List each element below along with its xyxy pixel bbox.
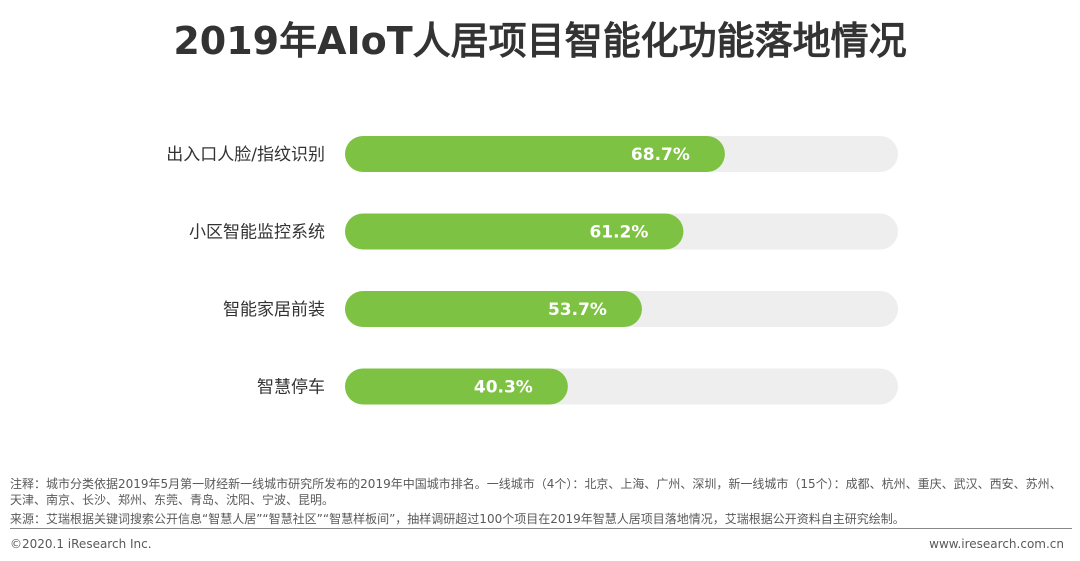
bar [345, 136, 725, 172]
data-label: 40.3% [474, 378, 533, 398]
footer-copyright: ©2020.1 iResearch Inc. [10, 537, 152, 551]
bar [345, 291, 642, 327]
chart-title: 2019年AIoT人居项目智能化功能落地情况 [173, 19, 907, 63]
category-label: 智能家居前装 [223, 300, 325, 320]
chart-note: 注释：城市分类依据2019年5月第一财经新一线城市研究所发布的2019年中国城市… [10, 477, 1062, 507]
bar [345, 368, 568, 405]
footer-divider [10, 528, 1072, 529]
footer-website[interactable]: www.iresearch.com.cn [929, 537, 1064, 551]
data-label: 61.2% [589, 223, 648, 243]
category-label: 出入口人脸/指纹识别 [166, 145, 325, 165]
bar [345, 213, 684, 250]
bar-chart: 出入口人脸/指纹识别 68.7% 小区智能监控系统 61.2% 智能家居前装 53.7% 智… [166, 136, 898, 405]
data-label: 53.7% [548, 300, 607, 320]
data-label: 68.7% [631, 145, 690, 165]
chart-source: 来源：艾瑞根据关键词搜索公开信息“智慧人居”“智慧社区”“智慧样板间”，抽样调研… [10, 512, 905, 526]
category-label: 智慧停车 [257, 378, 325, 398]
category-label: 小区智能监控系统 [189, 223, 325, 243]
